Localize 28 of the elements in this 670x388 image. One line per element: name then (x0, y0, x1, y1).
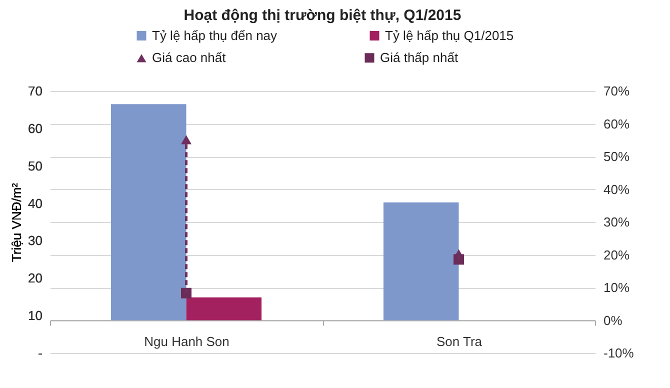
y-tick-label: 40 (28, 196, 42, 211)
y-tick-label: 50 (28, 158, 42, 174)
y2-tick-label: 10% (604, 280, 630, 295)
legend-label: Giá cao nhất (152, 50, 226, 66)
y-tick-label: 60 (28, 120, 42, 136)
legend-label: Giá thấp nhất (380, 50, 458, 65)
bar (110, 104, 186, 320)
y2-tick-label: 20% (604, 247, 630, 262)
x-tick-label: Son Tra (436, 334, 483, 349)
y-tick-label: - (38, 346, 42, 360)
y2-tick-label: 50% (604, 149, 630, 164)
y-tick-label: 70 (28, 84, 42, 98)
y-tick-label: 30 (28, 233, 42, 248)
x-tick-label: Ngu Hanh Son (144, 334, 230, 349)
y2-tick-label: 40% (604, 182, 630, 197)
legend-label: Tỷ lệ hấp thụ đến nay (152, 28, 278, 43)
y-tick-label: 20 (28, 270, 42, 286)
bar (383, 202, 459, 320)
legend-label: Tỷ lệ hấp thụ Q1/2015 (385, 28, 514, 43)
chart-title: Hoạt động thị trường biệt thự, Q1/2015 (184, 7, 462, 24)
y2-tick-label: 30% (604, 214, 630, 230)
y-axis-title: Triệu VNĐ/m² (9, 182, 24, 262)
y2-tick-label: 60% (604, 116, 630, 132)
y2-tick-label: 0% (604, 312, 623, 328)
y2-tick-label: -10% (604, 346, 634, 360)
y-tick-label: 10 (28, 308, 42, 324)
bar (186, 297, 262, 320)
y2-tick-label: 70% (604, 84, 630, 98)
